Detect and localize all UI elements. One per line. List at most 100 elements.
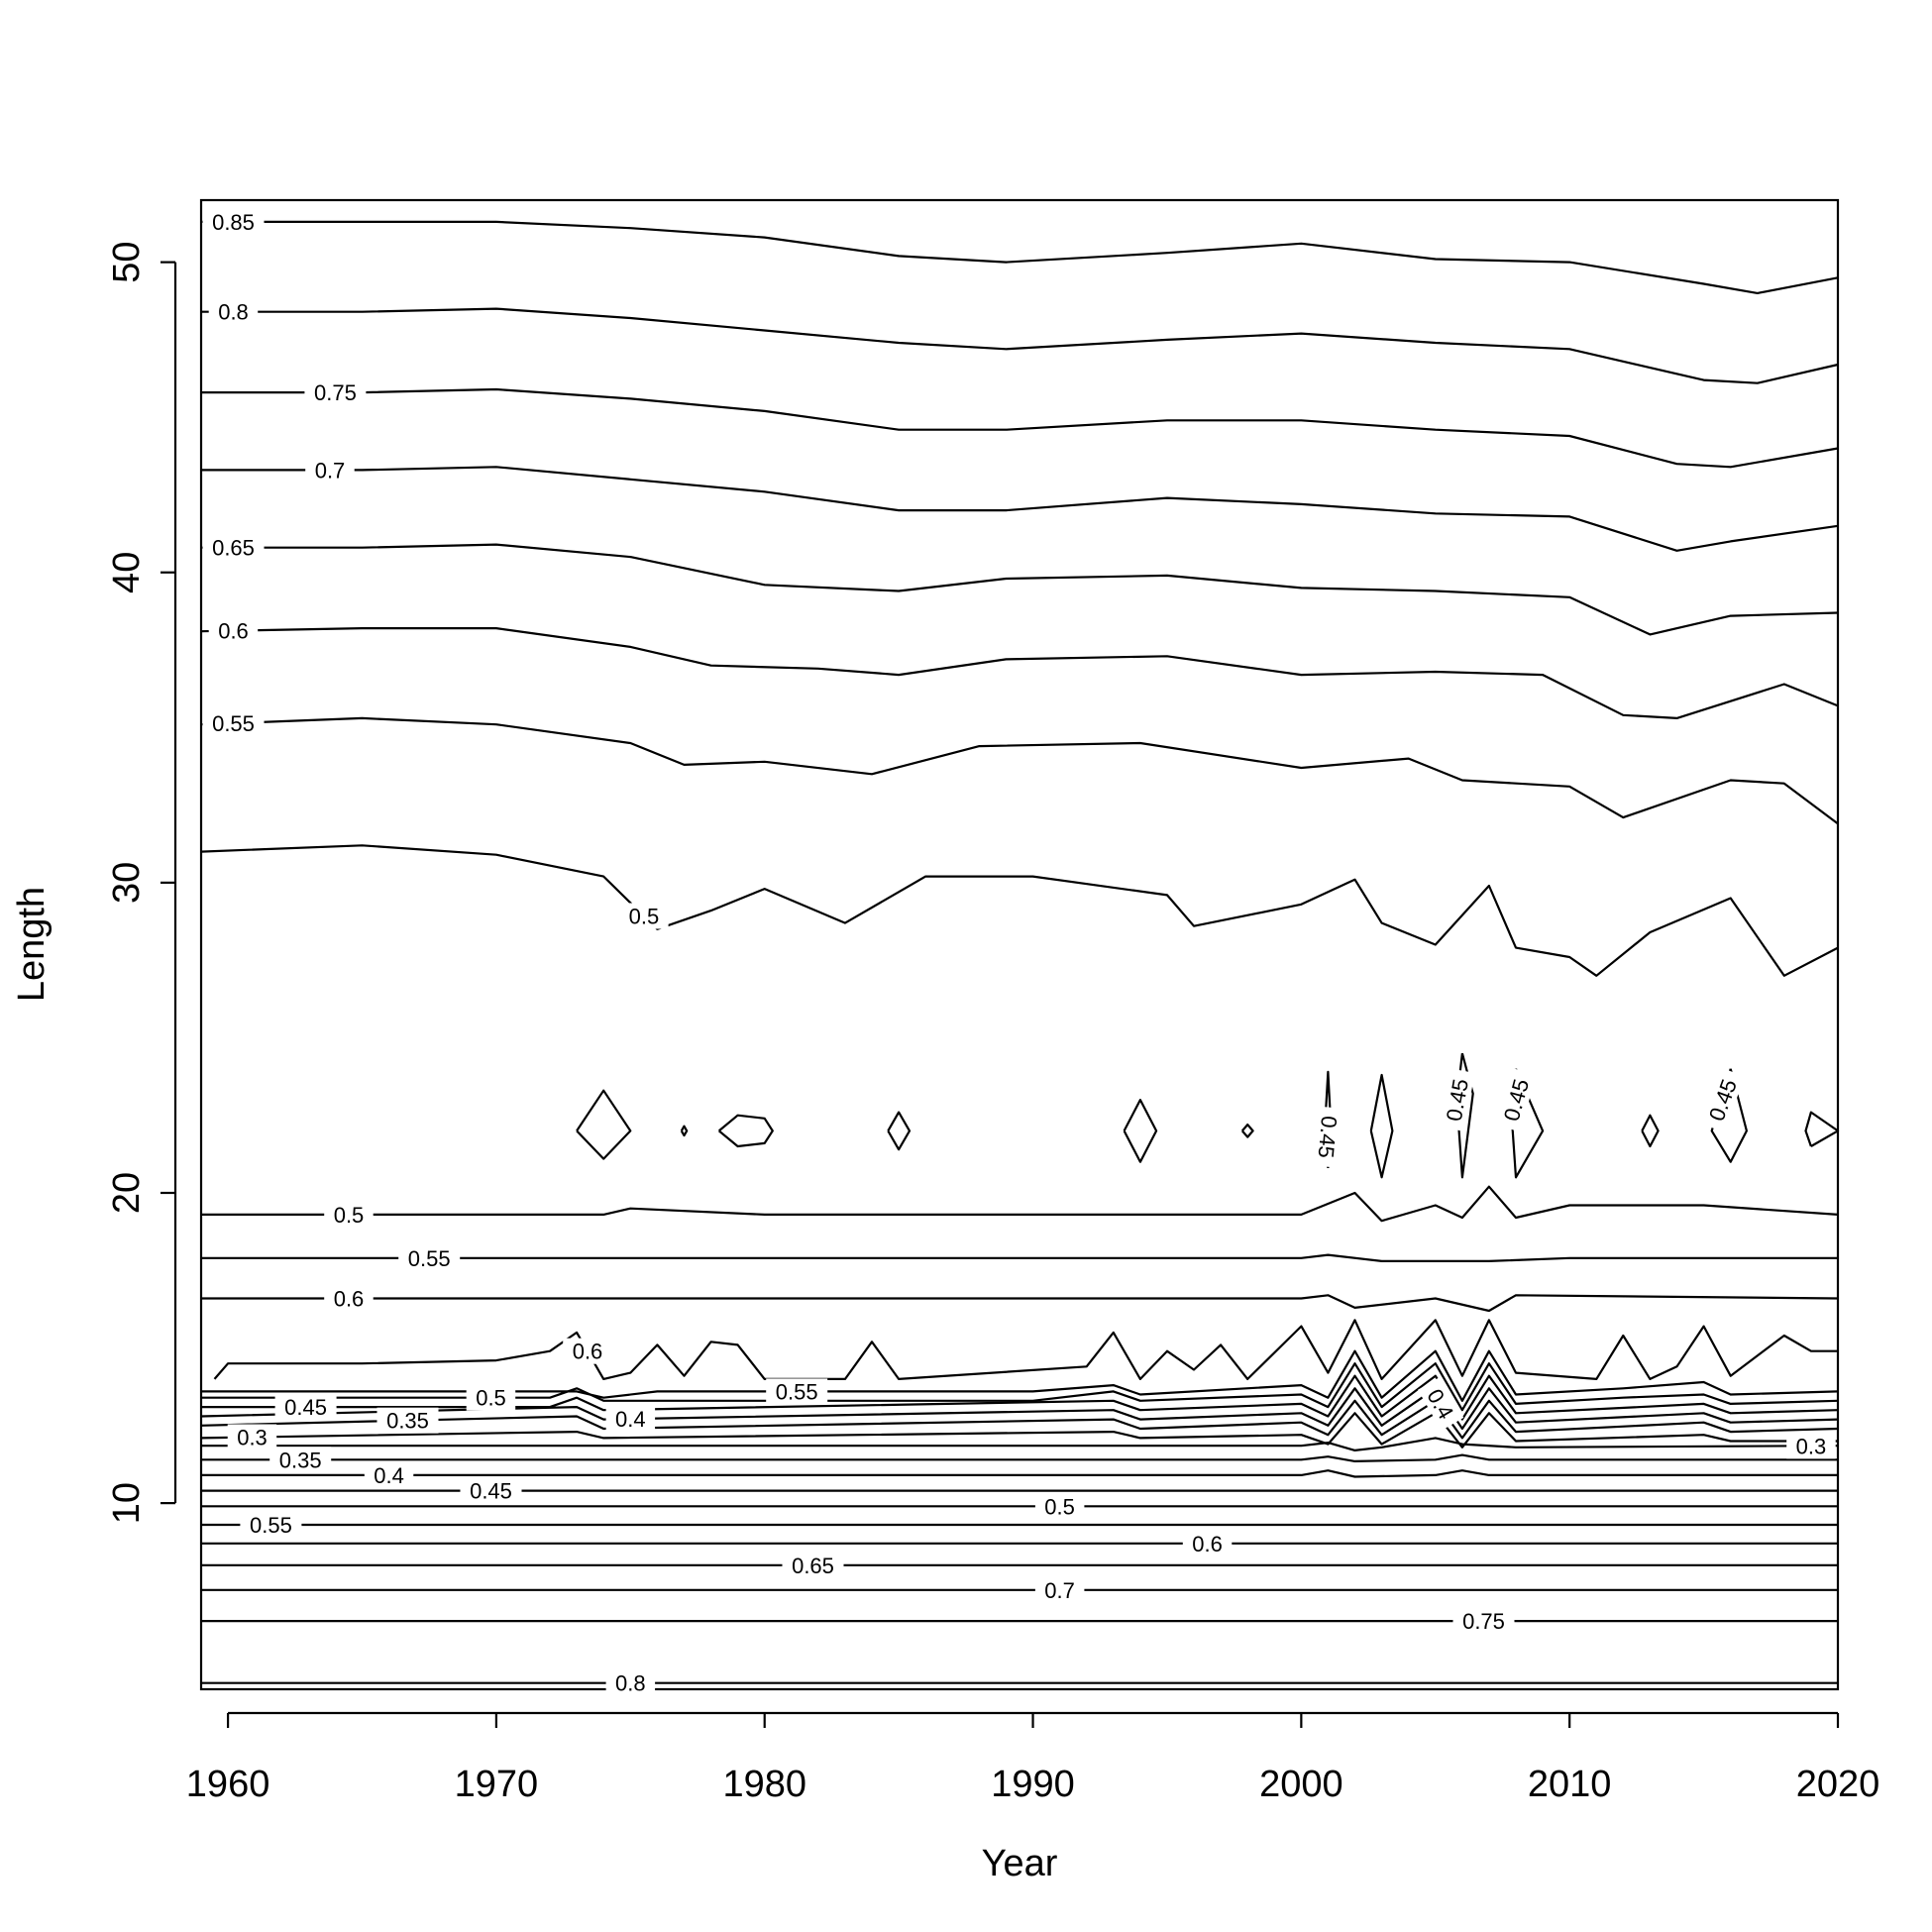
- contour-label-bg: [605, 1669, 656, 1696]
- contour-label: 0.5: [334, 1203, 365, 1228]
- contour-line: [201, 543, 1839, 636]
- contour-label: 0.35: [386, 1409, 429, 1434]
- x-tick-label: 2010: [1528, 1764, 1612, 1805]
- contour-line: [1240, 1124, 1254, 1138]
- contour-line: [1804, 1111, 1840, 1147]
- y-tick-label: 20: [106, 1172, 148, 1214]
- contour-line: [201, 307, 1839, 384]
- contour-label: 0.65: [212, 536, 255, 561]
- contour-line: [201, 1185, 1839, 1223]
- contour-label: 0.3: [237, 1426, 268, 1450]
- contour-label: 0.35: [279, 1448, 322, 1472]
- contour-label: 0.75: [314, 380, 357, 405]
- contour-lines: [200, 220, 1840, 1684]
- contour-label: 0.65: [792, 1554, 834, 1578]
- contour-label: 0.7: [1044, 1578, 1075, 1603]
- contour-label: 0.6: [573, 1340, 603, 1364]
- contour-label-bg: [304, 379, 367, 406]
- contour-line: [200, 627, 1839, 719]
- contour-label: 0.8: [615, 1671, 646, 1696]
- x-tick-label: 2000: [1259, 1764, 1343, 1805]
- contour-label: 0.5: [1044, 1494, 1075, 1519]
- contour-line: [201, 1349, 1839, 1402]
- contour-line: [200, 1412, 1838, 1449]
- y-tick-label: 40: [106, 552, 148, 593]
- contour-label: 0.55: [250, 1513, 292, 1538]
- contour-line: [201, 1253, 1838, 1262]
- contour-labels: 0.85 0.8 0.75 0.7 0.65 0.6 0.55 0.5 0.5 0.55 0.6 0.…: [202, 208, 1836, 1696]
- contour-line: [201, 387, 1839, 469]
- contour-label-bg: [274, 1394, 337, 1421]
- contour-label-bg: [766, 1378, 828, 1405]
- contour-label: 0.5: [629, 905, 660, 929]
- contour-label: 0.4: [374, 1463, 404, 1488]
- x-tick-label: 1970: [455, 1764, 539, 1805]
- contour-label: 0.6: [218, 619, 249, 644]
- contour-line: [1123, 1099, 1158, 1163]
- contour-label-bg: [208, 298, 259, 325]
- x-axis: 1960 1970 1980 1990 2000 2010 2020: [186, 1711, 1880, 1805]
- contour-label: 0.5: [476, 1386, 506, 1411]
- contour-label-bg: [1700, 1067, 1745, 1132]
- contour-label-bg: [1786, 1433, 1836, 1459]
- contour-line: [200, 1399, 1839, 1440]
- contour-label-bg: [460, 1477, 522, 1504]
- contour-label: 0.45: [1704, 1076, 1742, 1125]
- contour-label-bg: [202, 709, 265, 736]
- contour-label-bg: [563, 1338, 612, 1364]
- contour-label-group: 0.45: [1312, 1106, 1343, 1168]
- contour-line: [887, 1111, 912, 1151]
- contour-label: 0.45: [470, 1479, 512, 1504]
- contour-label: 0.6: [334, 1287, 365, 1312]
- contour-label-bg: [605, 1406, 656, 1433]
- contour-label-bg: [1495, 1067, 1537, 1132]
- y-axis-title: Length: [11, 887, 53, 1002]
- contour-label: 0.55: [776, 1379, 818, 1404]
- x-tick-label: 2020: [1796, 1764, 1880, 1805]
- contour-label: 0.6: [1192, 1532, 1223, 1556]
- contour-label-bg: [398, 1244, 461, 1271]
- x-tick-label: 1980: [722, 1764, 806, 1805]
- contour-label-bg: [376, 1407, 439, 1434]
- contour-label-bg: [305, 457, 355, 483]
- contour-label-bg: [202, 208, 265, 235]
- contour-label-bg: [208, 617, 259, 644]
- contour-line: [201, 1294, 1839, 1313]
- contour-line: [201, 220, 1839, 294]
- contour-label: 0.85: [212, 210, 255, 235]
- contour-label: 0.55: [212, 711, 255, 736]
- contour-label-bg: [619, 903, 669, 929]
- contour-label: 0.75: [1462, 1609, 1505, 1634]
- contour-label: 0.4: [615, 1407, 646, 1432]
- contour-label-bg: [240, 1512, 302, 1538]
- contour-line: [200, 1387, 1839, 1431]
- contour-label-bg: [1182, 1530, 1233, 1556]
- x-tick-label: 1960: [186, 1764, 270, 1805]
- contour-line: [201, 1374, 1839, 1421]
- contour-label-bg: [324, 1201, 374, 1228]
- contour-label-bg: [364, 1461, 414, 1488]
- contour-label-group: 0.45: [1439, 1068, 1475, 1131]
- contour-label-bg: [782, 1552, 844, 1578]
- contour-line: [200, 716, 1839, 825]
- contour-line: [201, 1453, 1838, 1462]
- contour-line: [1369, 1073, 1394, 1179]
- y-axis: 10 20 30 40 50: [106, 241, 177, 1524]
- contour-line: [213, 1319, 1838, 1380]
- contour-label-bg: [1439, 1068, 1475, 1131]
- contour-label-bg: [1034, 1493, 1085, 1520]
- contour-line: [576, 1089, 632, 1160]
- contour-label-bg: [269, 1447, 332, 1473]
- contour-label-bg: [1418, 1376, 1464, 1431]
- x-axis-title: Year: [982, 1843, 1058, 1884]
- plot-frame: [199, 198, 1840, 1691]
- y-tick-label: 30: [106, 862, 148, 904]
- contour-label-bg: [1034, 1576, 1085, 1603]
- contour-label: 0.8: [218, 300, 249, 325]
- x-tick-label: 1990: [991, 1764, 1075, 1805]
- contour-label-bg: [202, 534, 265, 561]
- contour-label-bg: [466, 1384, 516, 1411]
- contour-line: [201, 466, 1839, 552]
- contour-line: [1641, 1114, 1660, 1148]
